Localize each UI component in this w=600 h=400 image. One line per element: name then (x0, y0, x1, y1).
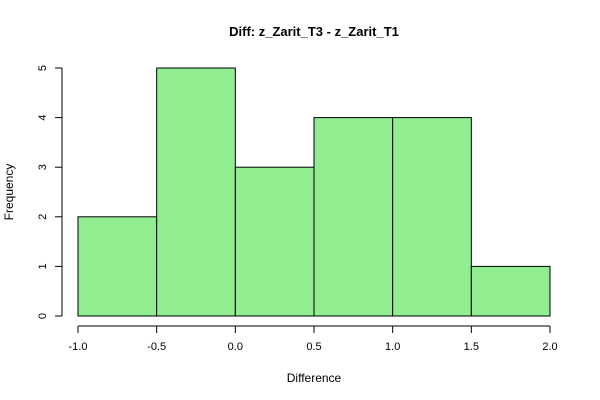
y-axis-title: Frequency (2, 164, 16, 221)
histogram-bar (470, 265, 551, 317)
y-axis: 0 1 2 3 4 5 (37, 65, 63, 319)
x-axis: -1.0 -0.5 0.0 0.5 1.0 1.5 2.0 (69, 325, 558, 353)
histogram-bar (313, 117, 394, 317)
y-tick-label: 2 (37, 214, 49, 220)
y-tick-label: 5 (37, 65, 49, 71)
x-tick-label: -0.5 (147, 341, 166, 353)
x-tick-label: -1.0 (69, 341, 88, 353)
x-tick-label: 0.5 (306, 341, 321, 353)
histogram-bar (156, 67, 236, 317)
x-tick-label: 1.5 (464, 341, 479, 353)
x-tick-label: 0.0 (228, 341, 243, 353)
x-tick-label: 1.0 (385, 341, 400, 353)
x-axis-title: Difference (287, 371, 342, 385)
chart-title: Diff: z_Zarit_T3 - z_Zarit_T1 (229, 24, 399, 39)
histogram-bars (77, 67, 551, 317)
histogram-bar (234, 166, 315, 317)
y-tick-label: 3 (37, 164, 49, 170)
histogram-bar (77, 216, 158, 317)
y-tick-label: 1 (37, 263, 49, 269)
y-tick-label: 4 (37, 115, 49, 121)
histogram-bar (392, 117, 472, 317)
x-tick-label: 2.0 (542, 341, 557, 353)
y-tick-label: 0 (37, 313, 49, 319)
